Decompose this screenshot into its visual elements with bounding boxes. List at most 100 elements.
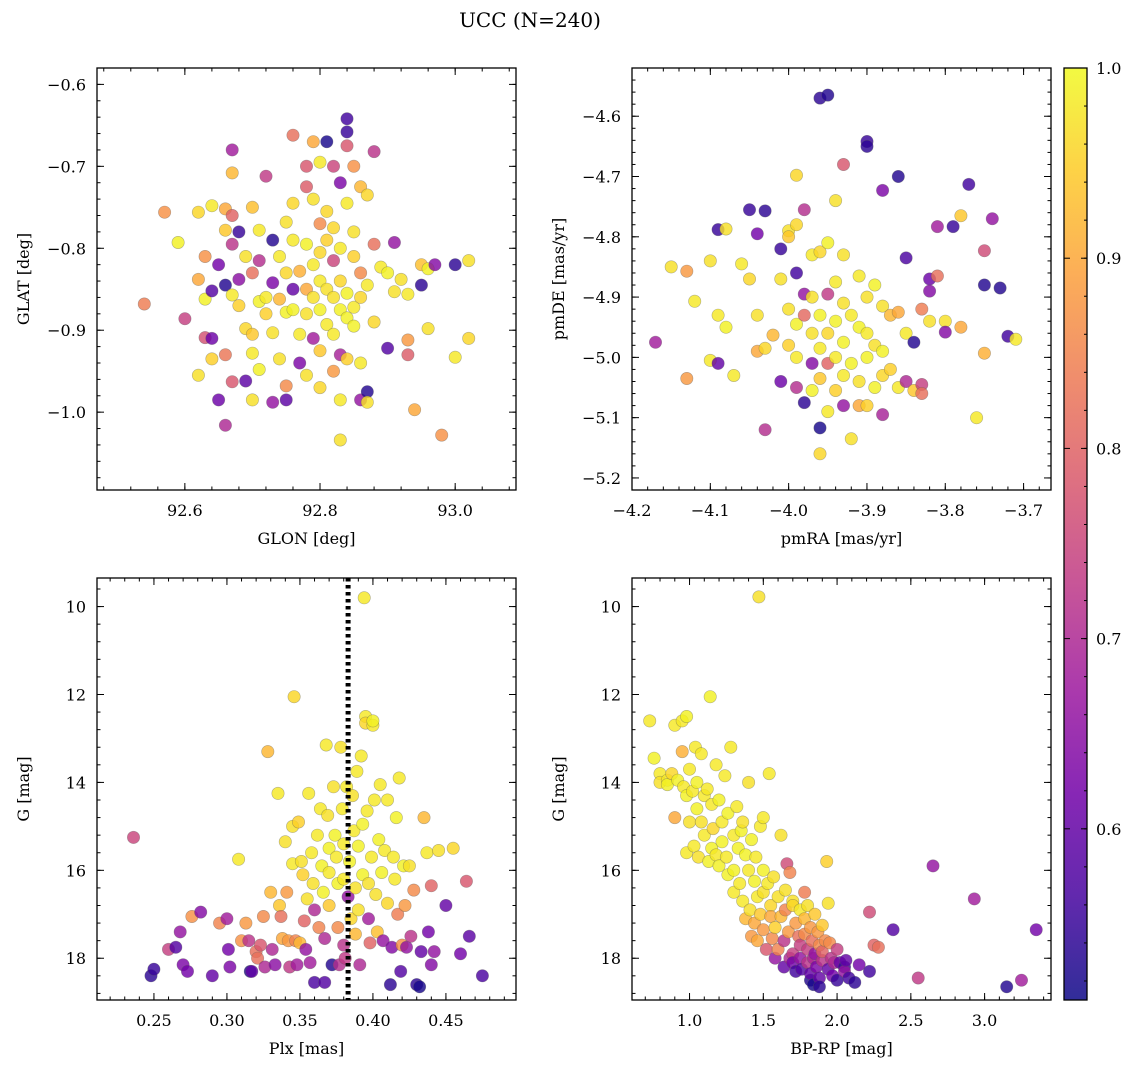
scatter-point bbox=[762, 767, 776, 781]
scatter-point bbox=[797, 203, 811, 217]
scatter-point bbox=[752, 590, 766, 604]
scatter-point bbox=[318, 975, 332, 989]
scatter-point bbox=[299, 307, 313, 321]
scatter-point bbox=[360, 188, 374, 202]
scatter-point bbox=[727, 885, 741, 899]
scatter-point bbox=[266, 233, 280, 247]
scatter-point bbox=[286, 282, 300, 296]
scatter-point bbox=[749, 850, 763, 864]
scatter-point bbox=[245, 964, 259, 978]
y-tick-label: 12 bbox=[601, 685, 621, 704]
scatter-point bbox=[852, 374, 866, 388]
scatter-point bbox=[280, 885, 294, 899]
scatter-point bbox=[712, 793, 726, 807]
scatter-point bbox=[347, 319, 361, 333]
scatter-point bbox=[789, 350, 803, 364]
scatter-point bbox=[398, 898, 412, 912]
scatter-point bbox=[848, 975, 862, 989]
scatter-point bbox=[268, 958, 282, 972]
scatter-point bbox=[265, 942, 279, 956]
scatter-point bbox=[724, 740, 738, 754]
y-tick-label: 18 bbox=[66, 949, 86, 968]
scatter-point bbox=[313, 217, 327, 231]
scatter-point bbox=[448, 258, 462, 272]
scatter-point bbox=[367, 793, 381, 807]
scatter-point bbox=[320, 233, 334, 247]
colorbar-tick-label: 0.7 bbox=[1096, 630, 1121, 649]
x-tick-label: 92.6 bbox=[167, 501, 203, 520]
x-tick-label: −4.0 bbox=[769, 501, 808, 520]
y-tick-label: −0.6 bbox=[47, 75, 86, 94]
scatter-point bbox=[690, 802, 704, 816]
scatter-point bbox=[340, 139, 354, 153]
scatter-point bbox=[700, 782, 714, 796]
scatter-point bbox=[413, 980, 427, 994]
scatter-point bbox=[361, 912, 375, 926]
scatter-point bbox=[836, 368, 850, 382]
scatter-point bbox=[715, 835, 729, 849]
scatter-point bbox=[299, 159, 313, 173]
scatter-point bbox=[266, 276, 280, 290]
scatter-point bbox=[319, 738, 333, 752]
scatter-point bbox=[648, 335, 662, 349]
scatter-point bbox=[765, 931, 779, 945]
x-axis-label: Plx [mas] bbox=[269, 1039, 344, 1058]
scatter-point bbox=[706, 822, 720, 836]
x-axis-label: BP-RP [mag] bbox=[790, 1039, 892, 1058]
scatter-point bbox=[239, 374, 253, 388]
scatter-point bbox=[852, 958, 866, 972]
scatter-point bbox=[158, 205, 172, 219]
scatter-point bbox=[801, 898, 815, 912]
scatter-point bbox=[380, 793, 394, 807]
scatter-point bbox=[357, 591, 371, 605]
scatter-point bbox=[805, 326, 819, 340]
scatter-point bbox=[907, 335, 921, 349]
scatter-point bbox=[862, 964, 876, 978]
scatter-point bbox=[350, 764, 364, 778]
scatter-point bbox=[290, 958, 304, 972]
scatter-point bbox=[830, 942, 844, 956]
x-tick-label: −3.9 bbox=[848, 501, 887, 520]
scatter-point bbox=[245, 266, 259, 280]
scatter-point bbox=[736, 894, 750, 908]
scatter-point bbox=[643, 714, 657, 728]
x-tick-label: 2.5 bbox=[898, 1011, 923, 1030]
scatter-point bbox=[836, 296, 850, 310]
scatter-point bbox=[293, 327, 307, 341]
scatter-point bbox=[278, 835, 292, 849]
scatter-point bbox=[829, 350, 843, 364]
scatter-point bbox=[805, 290, 819, 304]
scatter-point bbox=[279, 266, 293, 280]
ticks-cmd: 1.0 1.5 2.0 2.5 3.0 10 12 14 16 18 bbox=[601, 578, 1051, 1030]
scatter-point bbox=[297, 914, 311, 928]
scatter-point bbox=[697, 828, 711, 842]
scatter-point bbox=[259, 169, 273, 183]
scatter-point bbox=[424, 958, 438, 972]
scatter-point bbox=[899, 374, 913, 388]
scatter-point bbox=[313, 274, 327, 288]
scatter-point bbox=[852, 269, 866, 283]
scatter-point bbox=[322, 898, 336, 912]
scatter-point bbox=[836, 158, 850, 172]
scatter-point bbox=[191, 205, 205, 219]
colorbar: 1.0 0.9 0.8 0.7 0.6 bbox=[1063, 59, 1121, 1001]
scatter-point bbox=[756, 863, 770, 877]
scatter-point bbox=[351, 839, 365, 853]
scatter-point bbox=[420, 846, 434, 860]
scatter-point bbox=[923, 284, 937, 298]
scatter-point bbox=[876, 299, 890, 313]
x-tick-label: 2.0 bbox=[824, 1011, 849, 1030]
scatter-point bbox=[307, 903, 321, 917]
x-axis-label: GLON [deg] bbox=[257, 529, 355, 548]
scatter-point bbox=[279, 393, 293, 407]
scatter-point bbox=[967, 892, 981, 906]
scatter-point bbox=[758, 423, 772, 437]
scatter-point bbox=[299, 180, 313, 194]
scatter-point bbox=[316, 885, 330, 899]
y-tick-label: −5.0 bbox=[582, 348, 621, 367]
scatter-point bbox=[687, 839, 701, 853]
scatter-point bbox=[259, 307, 273, 321]
scatter-point bbox=[718, 769, 732, 783]
scatter-point bbox=[401, 287, 415, 301]
scatter-point bbox=[205, 352, 219, 366]
